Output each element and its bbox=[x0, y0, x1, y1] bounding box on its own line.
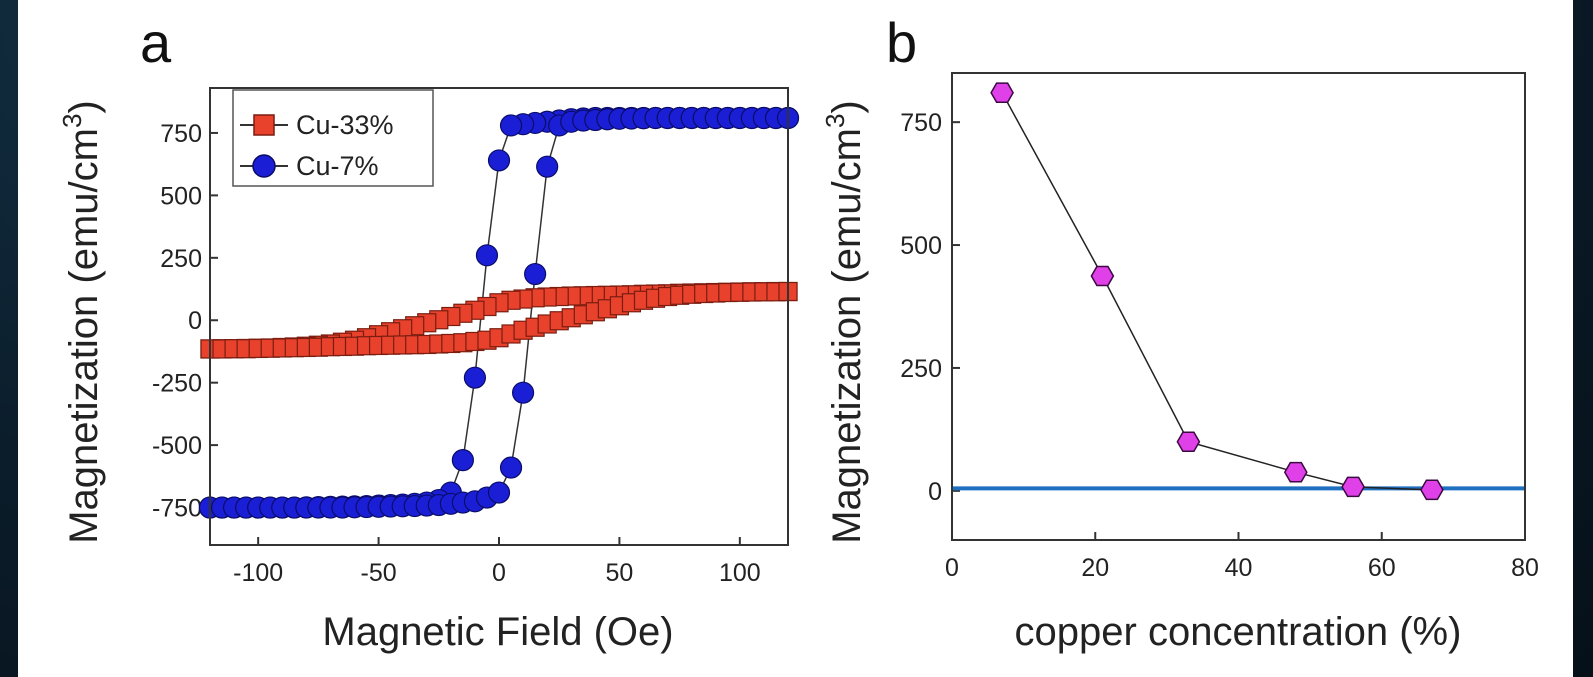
chart-a-x-ticks: -100 -50 0 50 100 bbox=[233, 537, 761, 587]
chart-b-x-tick-label: 80 bbox=[1511, 554, 1539, 582]
chart-a-x-tick-label: -50 bbox=[361, 559, 397, 587]
series-line bbox=[1001, 92, 1432, 491]
data-point bbox=[1176, 431, 1201, 452]
chart-a-y-tick-label: 250 bbox=[160, 245, 202, 273]
chart-a-y-tick-label: 750 bbox=[160, 120, 202, 148]
chart-a-y-tick-label: -500 bbox=[152, 432, 202, 460]
chart-a-y-tick-label: -750 bbox=[152, 495, 202, 523]
chart-a-y-tick-label: -250 bbox=[152, 370, 202, 398]
legend-marker-cu7 bbox=[252, 154, 276, 178]
data-point-cu7 bbox=[451, 448, 474, 472]
data-point bbox=[990, 82, 1014, 103]
panel-label-a: a bbox=[140, 11, 172, 74]
chart-b-y-tick-label: 0 bbox=[928, 478, 942, 506]
data-point-cu7 bbox=[475, 244, 499, 267]
chart-b-y-label-main: Magnetization (emu/cm bbox=[825, 128, 869, 544]
data-point-cu7 bbox=[487, 481, 511, 504]
data-point-cu7 bbox=[487, 149, 511, 172]
chart-b-x-tick-label: 20 bbox=[1081, 554, 1109, 582]
data-point bbox=[1283, 461, 1308, 483]
chart-b-y-tick-label: 250 bbox=[900, 355, 942, 383]
legend-label-cu7: Cu-7% bbox=[296, 151, 379, 181]
chart-a-legend: Cu-33% Cu-7% bbox=[232, 89, 434, 187]
chart-a-marks bbox=[198, 106, 800, 519]
data-point bbox=[1090, 265, 1115, 287]
chart-b-y-label: Magnetization (emu/cm3) bbox=[820, 100, 869, 544]
data-point-cu7 bbox=[511, 381, 535, 404]
chart-a-y-ticks: 750 500 250 0 -250 -500 -750 bbox=[152, 120, 218, 523]
chart-a-y-label-sup: 3 bbox=[57, 114, 87, 128]
chart-b-y-label-sup: 3 bbox=[820, 114, 850, 128]
chart-b-y-ticks: 0 250 500 750 bbox=[900, 109, 960, 506]
chart-b-x-tick-label: 60 bbox=[1368, 554, 1396, 582]
data-point bbox=[1341, 476, 1365, 498]
chart-a-y-label: Magnetization (emu/cm3) bbox=[57, 100, 106, 544]
chart-a-x-tick-label: 100 bbox=[719, 559, 761, 587]
chart-b: b 0 250 500 750 0 20 40 60 80 copper concentrat… bbox=[820, 11, 1539, 654]
chart-a-frame bbox=[209, 87, 789, 546]
chart-b-x-tick-label: 40 bbox=[1225, 554, 1253, 582]
data-point bbox=[1420, 479, 1444, 501]
legend-marker-cu33 bbox=[253, 114, 275, 136]
legend-label-cu33: Cu-33% bbox=[296, 110, 394, 140]
panel-label-b: b bbox=[886, 11, 917, 74]
chart-a-y-label-main: Magnetization (emu/cm bbox=[62, 128, 106, 544]
chart-b-x-ticks: 0 20 40 60 80 bbox=[945, 532, 1539, 582]
chart-b-y-tick-label: 750 bbox=[900, 109, 942, 137]
chart-b-x-tick-label: 0 bbox=[945, 554, 959, 582]
data-point-cu7 bbox=[524, 262, 547, 286]
chart-b-y-tick-label: 500 bbox=[900, 232, 942, 260]
chart-b-x-label: copper concentration (%) bbox=[1015, 610, 1462, 654]
data-point-cu7 bbox=[499, 114, 523, 137]
chart-a-x-tick-label: -100 bbox=[233, 559, 283, 587]
chart-a-y-label-end: ) bbox=[62, 100, 106, 113]
data-point-cu7 bbox=[499, 456, 523, 479]
data-point-cu7 bbox=[536, 155, 559, 178]
chart-b-frame bbox=[951, 72, 1526, 541]
chart-a-y-tick-label: 0 bbox=[188, 307, 202, 335]
chart-a-x-tick-label: 0 bbox=[492, 559, 506, 587]
data-point-cu7 bbox=[463, 366, 487, 389]
chart-b-y-label-end: ) bbox=[825, 100, 869, 113]
chart-a-x-label: Magnetic Field (Oe) bbox=[322, 610, 673, 654]
chart-b-marks bbox=[952, 82, 1525, 501]
chart-a-x-tick-label: 50 bbox=[606, 559, 634, 587]
chart-a-y-tick-label: 500 bbox=[160, 182, 202, 210]
